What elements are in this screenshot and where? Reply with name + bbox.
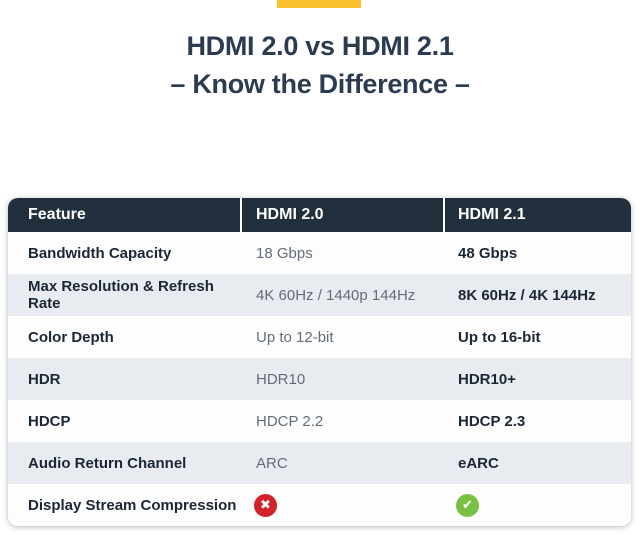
row-label-audio-return-channel: Audio Return Channel — [28, 454, 187, 472]
table-row: Color Depth Up to 12-bit Up to 16-bit — [8, 316, 631, 358]
value-hdmi-2-0: ✖ — [242, 484, 445, 526]
row-label-bandwidth-capacity: Bandwidth Capacity — [28, 244, 172, 262]
column-header-hdmi-2-1: HDMI 2.1 — [458, 206, 526, 223]
row-label-max-resolution: Max Resolution & Refresh Rate — [28, 278, 214, 312]
table-header-row: Feature HDMI 2.0 HDMI 2.1 — [8, 198, 631, 232]
column-header-feature: Feature — [8, 198, 242, 232]
value-hdmi-2-1: eARC — [458, 454, 499, 472]
value-hdmi-2-0: HDR10 — [256, 370, 306, 388]
value-hdmi-2-0: 18 Gbps — [256, 244, 313, 262]
value-hdmi-2-0: HDCP 2.2 — [256, 412, 324, 430]
value-hdmi-2-1: HDR10+ — [458, 370, 516, 388]
row-label-hdr: HDR — [28, 370, 61, 388]
row-label-hdcp: HDCP — [28, 412, 71, 430]
value-hdmi-2-1: ✔ — [445, 484, 631, 526]
table-row: Display Stream Compression ✖ ✔ — [8, 484, 631, 526]
value-hdmi-2-1: 48 Gbps — [458, 244, 518, 262]
title-line-2: – Know the Difference – — [170, 69, 470, 99]
value-hdmi-2-1: HDCP 2.3 — [458, 412, 526, 430]
comparison-table: Feature HDMI 2.0 HDMI 2.1 Bandwidth Capa… — [8, 198, 631, 526]
check-icon: ✔ — [456, 493, 479, 517]
table-row: Audio Return Channel ARC eARC — [8, 442, 631, 484]
column-header-hdmi-2-0: HDMI 2.0 — [242, 198, 445, 232]
cross-icon: ✖ — [254, 493, 277, 517]
value-hdmi-2-0: 4K 60Hz / 1440p 144Hz — [256, 286, 416, 304]
row-label-display-stream-compression: Display Stream Compression — [28, 496, 237, 514]
table-row: HDR HDR10 HDR10+ — [8, 358, 631, 400]
value-hdmi-2-0: Up to 12-bit — [256, 328, 334, 346]
accent-bar — [277, 0, 361, 8]
value-hdmi-2-1: Up to 16-bit — [458, 328, 541, 346]
value-hdmi-2-0: ARC — [256, 454, 288, 472]
table-row: Bandwidth Capacity 18 Gbps 48 Gbps — [8, 232, 631, 274]
table-row: Max Resolution & Refresh Rate 4K 60Hz / … — [8, 274, 631, 316]
title-line-1: HDMI 2.0 vs HDMI 2.1 — [186, 31, 454, 61]
value-hdmi-2-1: 8K 60Hz / 4K 144Hz — [458, 286, 596, 304]
row-label-color-depth: Color Depth — [28, 328, 114, 346]
page-title: HDMI 2.0 vs HDMI 2.1 – Know the Differenc… — [0, 27, 640, 103]
table-row: HDCP HDCP 2.2 HDCP 2.3 — [8, 400, 631, 442]
